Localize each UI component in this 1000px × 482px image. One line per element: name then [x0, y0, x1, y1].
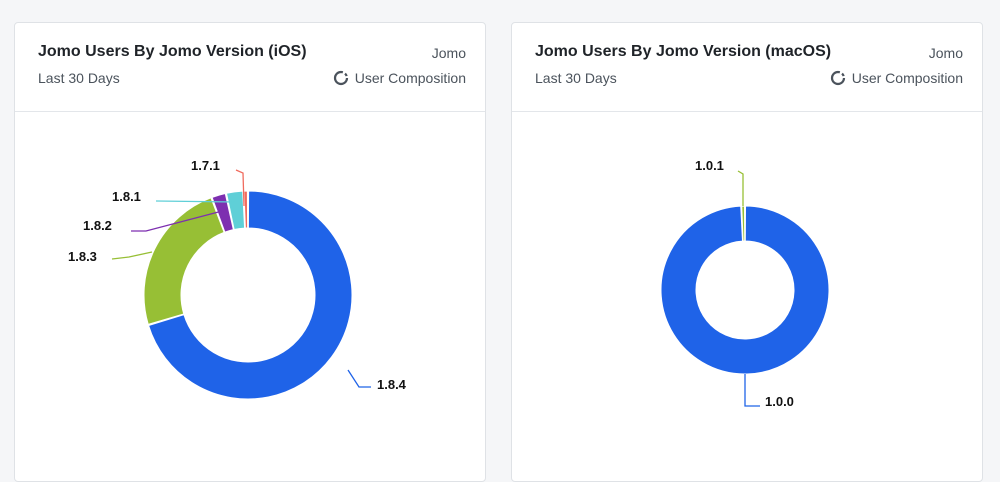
slice-label: 1.8.1 — [112, 189, 141, 204]
project-name[interactable]: Jomo — [928, 45, 963, 61]
donut-slice-1.8.1[interactable] — [225, 190, 246, 231]
slice-label: 1.8.2 — [83, 218, 112, 233]
donut-slice-1.8.4[interactable] — [147, 190, 353, 400]
slice-leader-line — [155, 200, 237, 207]
donut-chart-icon — [333, 70, 349, 86]
chart-area: 1.0.0 1.0.1 — [512, 112, 982, 481]
donut-chart-icon — [830, 70, 846, 86]
slice-leader-line — [737, 170, 744, 206]
slice-leader-line — [347, 369, 371, 388]
date-range-label: Last 30 Days — [535, 70, 617, 86]
slice-label: 1.0.0 — [765, 394, 794, 409]
donut-slice-1.7.1[interactable] — [243, 190, 249, 229]
slice-label: 1.8.3 — [68, 249, 97, 264]
date-range-label: Last 30 Days — [38, 70, 120, 86]
donut-chart: 1.8.4 1.8.3 1.8.21.8.1 1.7.1 — [68, 158, 407, 400]
chart-type-indicator[interactable]: User Composition — [333, 70, 466, 86]
card-header: Jomo Users By Jomo Version (macOS) Last … — [512, 23, 982, 112]
slice-leader-line — [131, 209, 227, 232]
chart-type-label: User Composition — [851, 70, 963, 86]
slice-leader-line — [235, 169, 245, 207]
chart-type-label: User Composition — [354, 70, 466, 86]
chart-type-indicator[interactable]: User Composition — [830, 70, 963, 86]
chart-card-ios: Jomo Users By Jomo Version (iOS) Last 30… — [14, 22, 486, 482]
donut-chart: 1.0.0 1.0.1 — [660, 158, 830, 409]
donut-slice-1.0.0[interactable] — [660, 205, 830, 375]
chart-title[interactable]: Jomo Users By Jomo Version (iOS) — [38, 43, 307, 60]
donut-slice-1.8.3[interactable] — [143, 197, 225, 325]
project-name[interactable]: Jomo — [431, 45, 466, 61]
slice-label: 1.7.1 — [191, 158, 220, 173]
card-header: Jomo Users By Jomo Version (iOS) Last 30… — [15, 23, 485, 112]
donut-slice-1.0.1[interactable] — [741, 205, 746, 242]
slice-leader-line — [111, 251, 153, 260]
slice-label: 1.8.4 — [377, 377, 407, 392]
slice-label: 1.0.1 — [695, 158, 724, 173]
chart-card-macos: Jomo Users By Jomo Version (macOS) Last … — [511, 22, 983, 482]
slice-leader-line — [744, 374, 760, 407]
donut-slice-1.8.2[interactable] — [211, 192, 234, 233]
chart-title[interactable]: Jomo Users By Jomo Version (macOS) — [535, 43, 832, 60]
chart-area: 1.8.4 1.8.3 1.8.2 1.8.1 1.7.1 — [15, 112, 485, 481]
